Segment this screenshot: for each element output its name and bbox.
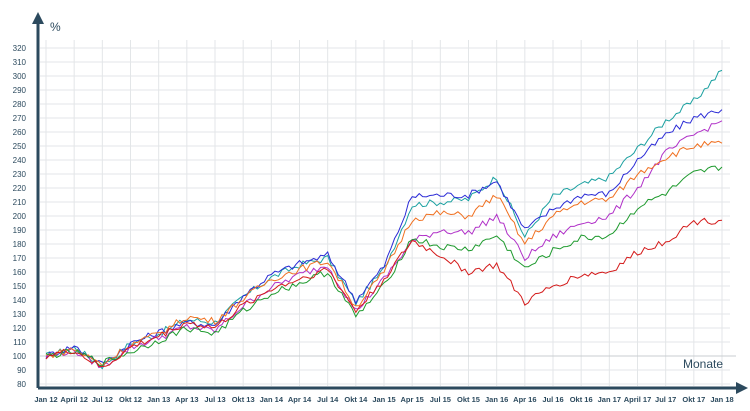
x-tick-label: Jan 18 (710, 395, 733, 404)
y-tick-label: 260 (13, 128, 27, 137)
y-tick-label: 320 (13, 44, 27, 53)
y-tick-label: 230 (13, 170, 27, 179)
x-tick-label: Jan 13 (147, 395, 170, 404)
series-line-2 (45, 120, 723, 369)
x-tick-label: Jul 14 (317, 395, 339, 404)
y-tick-label: 120 (13, 324, 27, 333)
y-tick-label: 280 (13, 100, 27, 109)
y-tick-label: 210 (13, 198, 27, 207)
y-tick-label: 310 (13, 58, 27, 67)
y-tick-label: 90 (17, 366, 26, 375)
x-tick-label: Jan 15 (372, 395, 395, 404)
y-tick-label: 200 (13, 212, 27, 221)
x-axis-ticks: Jan 12 April 12 Jul 12 Okt 12 Jan 13 Apr 13 Ju… (34, 395, 733, 404)
y-axis-ticks: 80 90 100 110 120 130 140 150 160 170 180 190 200 210… (13, 44, 27, 389)
y-tick-label: 130 (13, 310, 27, 319)
x-tick-label: Apr 13 (175, 395, 198, 404)
y-tick-label: 140 (13, 296, 27, 305)
x-tick-label: Okt 16 (570, 395, 593, 404)
y-tick-label: 190 (13, 226, 27, 235)
y-tick-label: 170 (13, 254, 27, 263)
x-tick-label: Jul 17 (655, 395, 676, 404)
x-tick-label: Jul 15 (430, 395, 451, 404)
y-tick-label: 160 (13, 268, 27, 277)
x-tick-label: Apr 14 (288, 395, 312, 404)
series (45, 69, 723, 370)
x-tick-label: Jan 14 (260, 395, 284, 404)
y-tick-label: 250 (13, 142, 27, 151)
grid (40, 40, 730, 386)
series-line-4 (45, 165, 723, 367)
x-axis-label: Monate (683, 357, 723, 371)
x-tick-label: Okt 15 (457, 395, 480, 404)
y-axis-arrow (32, 12, 44, 24)
x-tick-label: Jul 13 (204, 395, 225, 404)
y-tick-label: 80 (17, 380, 26, 389)
x-tick-label: April 12 (60, 395, 88, 404)
y-tick-label: 180 (13, 240, 27, 249)
y-tick-label: 150 (13, 282, 27, 291)
y-tick-label: 110 (13, 338, 26, 347)
x-tick-label: Jul 16 (542, 395, 563, 404)
x-axis-arrow (736, 382, 748, 394)
x-tick-label: Okt 13 (232, 395, 255, 404)
y-tick-label: 240 (13, 156, 27, 165)
x-tick-label: Jul 12 (92, 395, 113, 404)
x-tick-label: April 17 (624, 395, 652, 404)
x-tick-label: Okt 17 (682, 395, 705, 404)
y-tick-label: 270 (13, 114, 27, 123)
x-tick-label: Okt 14 (344, 395, 368, 404)
y-tick-label: 300 (13, 72, 27, 81)
y-tick-label: 290 (13, 86, 27, 95)
x-tick-label: Jan 12 (34, 395, 57, 404)
y-tick-label: 100 (13, 352, 27, 361)
series-line-1 (45, 109, 723, 365)
series-line-3 (45, 140, 723, 367)
y-tick-label: 220 (13, 184, 27, 193)
x-tick-label: Jan 17 (598, 395, 621, 404)
x-tick-label: Jan 16 (485, 395, 508, 404)
x-tick-label: Apr 16 (513, 395, 536, 404)
series-line-5 (45, 217, 723, 368)
x-tick-label: Apr 15 (400, 395, 423, 404)
y-axis-label: % (50, 20, 61, 34)
x-tick-label: Okt 12 (119, 395, 142, 404)
